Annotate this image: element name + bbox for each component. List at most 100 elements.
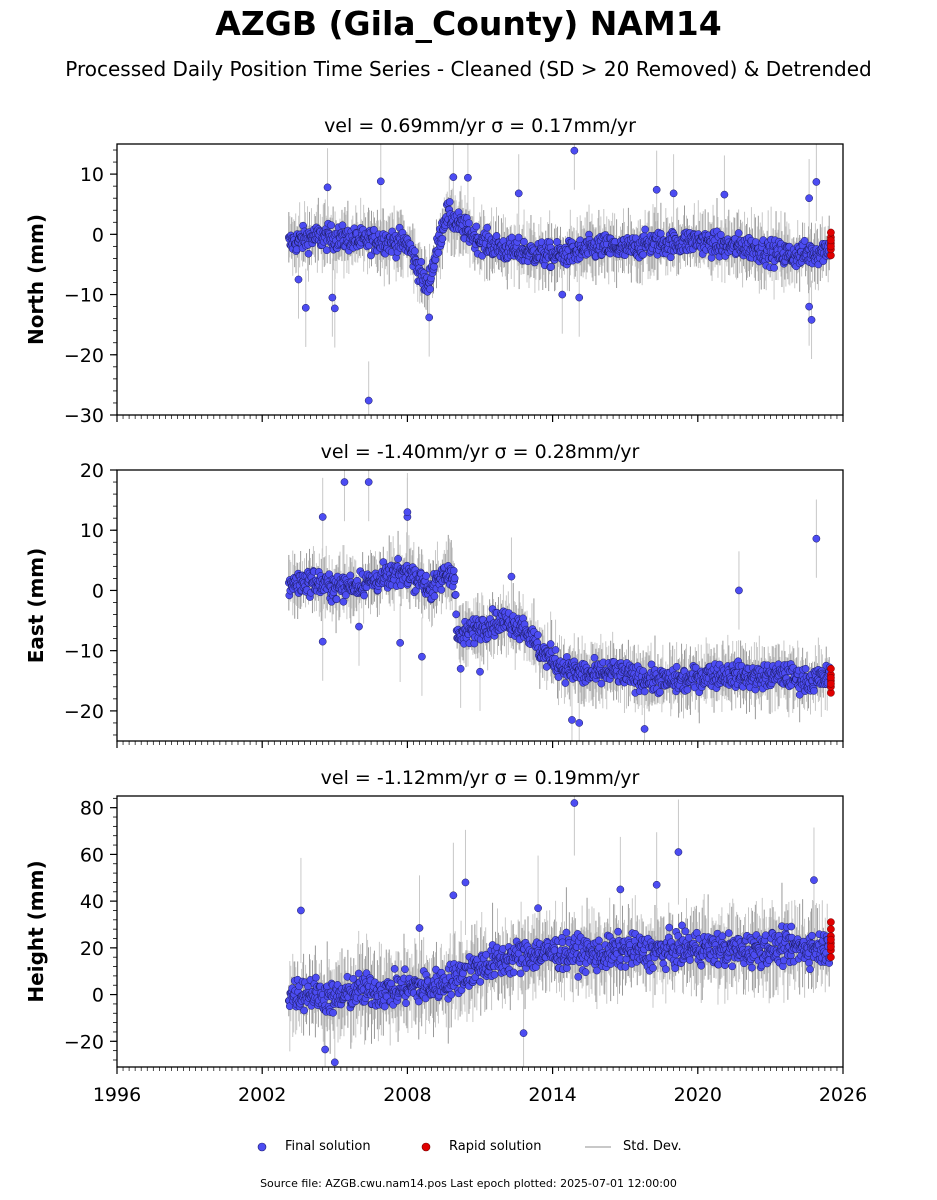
final-solution-point <box>445 198 454 206</box>
rapid-solution-point <box>827 664 835 673</box>
final-solution-point <box>570 146 579 155</box>
y-tick-label: −30 <box>64 405 104 427</box>
final-solution-point <box>639 250 648 259</box>
final-solution-point <box>734 229 743 237</box>
final-solution-point <box>640 725 649 733</box>
y-tick-label: 0 <box>92 580 104 602</box>
chart-title: AZGB (Gila_County) NAM14 <box>215 4 722 43</box>
final-solution-point <box>568 716 576 724</box>
final-solution-point <box>434 248 443 257</box>
final-solution-point <box>312 973 320 982</box>
final-solution-point <box>669 189 678 198</box>
final-solution-point <box>547 262 555 271</box>
final-solution-point <box>807 315 816 324</box>
final-solution-point <box>338 221 347 230</box>
final-solution-point <box>597 679 606 688</box>
final-solution-point <box>327 221 335 230</box>
final-solution-point <box>575 293 584 302</box>
final-solution-point <box>422 571 430 580</box>
final-solution-point <box>430 262 438 271</box>
final-solution-point <box>561 679 570 687</box>
final-solution-point <box>507 572 516 581</box>
final-solution-point <box>318 637 327 646</box>
final-solution-point <box>575 719 584 727</box>
final-solution-point <box>330 304 339 313</box>
final-solution-point <box>476 667 484 676</box>
final-solution-point <box>563 964 571 972</box>
final-solution-point <box>465 219 473 228</box>
y-tick-label: 20 <box>80 460 104 482</box>
rapid-solution-point <box>827 236 835 245</box>
final-solution-point <box>720 190 729 199</box>
final-solution-point <box>449 173 458 181</box>
final-solution-point <box>376 177 385 186</box>
final-solution-point <box>425 313 434 322</box>
final-solution-point <box>417 258 426 266</box>
final-solution-point <box>558 938 567 947</box>
final-solution-point <box>451 590 460 599</box>
final-solution-point <box>328 293 337 302</box>
final-solution-point <box>509 968 518 977</box>
final-solution-point <box>800 236 809 245</box>
final-solution-point <box>339 597 348 606</box>
final-solution-point <box>346 571 355 580</box>
panel-title: vel = -1.40mm/yr σ = 0.28mm/yr <box>321 441 640 463</box>
y-axis-label: North (mm) <box>24 214 48 345</box>
final-solution-point <box>410 247 419 255</box>
final-solution-point <box>438 234 447 243</box>
final-solution-point <box>492 232 501 240</box>
final-solution-point <box>595 936 603 945</box>
final-solution-point <box>472 222 481 231</box>
final-solution-point <box>426 285 434 293</box>
rapid-solution-point <box>827 679 835 688</box>
final-solution-point <box>355 622 363 631</box>
final-solution-point <box>666 253 675 262</box>
final-solution-point <box>558 290 567 299</box>
final-solution-point <box>810 686 818 695</box>
final-solution-point <box>476 978 485 986</box>
final-solution-point <box>640 687 649 696</box>
final-solution-point <box>342 591 350 599</box>
final-solution-point <box>340 478 349 486</box>
final-solution-point <box>546 640 555 648</box>
final-solution-point <box>430 592 439 601</box>
final-solution-point <box>450 574 459 583</box>
y-axis-label: East (mm) <box>24 548 48 664</box>
final-solution-point <box>514 189 523 198</box>
final-solution-point <box>332 595 341 604</box>
final-solution-point <box>402 999 410 1008</box>
y-tick-label: 10 <box>80 520 104 542</box>
final-solution-point <box>364 396 373 405</box>
final-solution-point <box>647 660 656 669</box>
final-solution-point <box>657 229 665 238</box>
final-solution-point <box>621 963 630 971</box>
final-solution-point <box>464 173 472 182</box>
final-solution-point <box>551 646 560 654</box>
final-solution-point <box>394 555 402 563</box>
final-solution-point <box>574 973 583 981</box>
final-solution-point <box>329 1008 337 1017</box>
final-solution-point <box>805 302 813 311</box>
final-solution-point <box>593 966 601 975</box>
final-solution-point <box>520 237 528 246</box>
final-solution-point <box>614 927 622 936</box>
final-solution-point <box>735 586 743 595</box>
final-solution-point <box>304 249 313 258</box>
final-solution-point <box>795 690 804 699</box>
y-tick-label: 0 <box>92 224 104 246</box>
final-solution-point <box>562 928 571 937</box>
final-solution-point <box>581 968 590 977</box>
final-solution-point <box>418 652 426 661</box>
y-tick-label: 10 <box>80 164 104 186</box>
final-solution-point <box>456 664 465 673</box>
final-solution-point <box>447 990 456 999</box>
final-solution-point <box>812 178 821 186</box>
final-solution-point <box>323 183 332 192</box>
final-solution-point <box>770 264 778 272</box>
final-solution-point <box>490 970 499 979</box>
plot-area-0 <box>284 144 835 415</box>
y-tick-label: −20 <box>64 701 104 723</box>
plot-area-2 <box>284 796 835 1067</box>
final-solution-point <box>672 662 681 671</box>
final-solution-point <box>437 585 446 594</box>
